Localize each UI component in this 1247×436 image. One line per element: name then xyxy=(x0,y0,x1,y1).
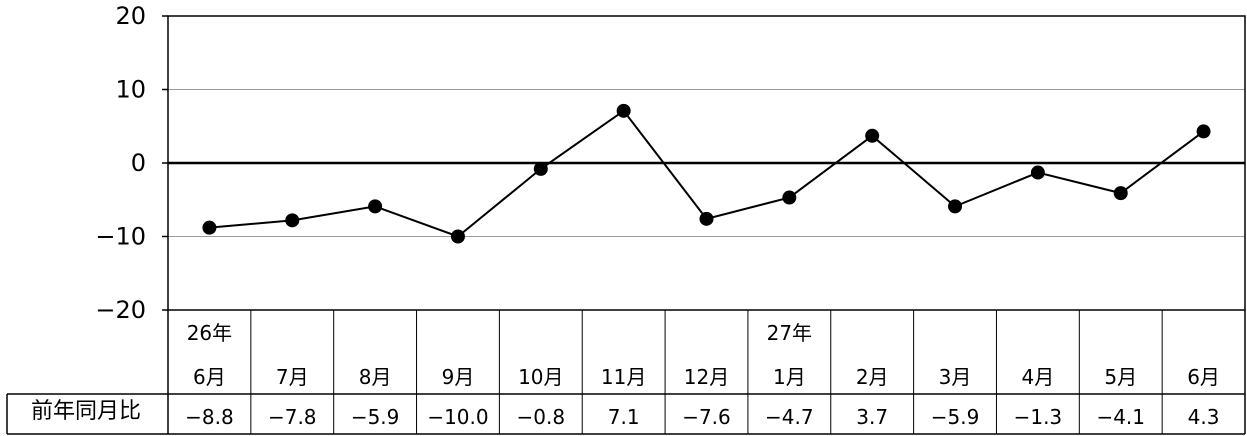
data-table: 26年 6月 −8.8 7月 −7.8 8月 −5.9 9月 −10.0 10月 −0.8 11月 7.… xyxy=(6,310,1246,435)
value-cell: −7.6 xyxy=(682,405,731,429)
category-month-label: 9月 xyxy=(442,365,475,389)
value-cell: 4.3 xyxy=(1188,405,1220,429)
y-axis: 20 10 0 −10 −20 xyxy=(95,2,168,324)
category-month-label: 1月 xyxy=(773,365,806,389)
category-month-label: 12月 xyxy=(684,365,729,389)
category-month-label: 2月 xyxy=(856,365,889,389)
category-month-label: 4月 xyxy=(1022,365,1055,389)
data-point xyxy=(1030,165,1045,180)
data-point xyxy=(533,161,548,176)
category-month-label: 6月 xyxy=(193,365,226,389)
series-line xyxy=(202,103,1211,244)
data-point xyxy=(450,229,465,244)
y-tick-label: 10 xyxy=(115,76,146,104)
value-cell: −8.8 xyxy=(185,405,234,429)
data-point xyxy=(1113,186,1128,201)
category-month-label: 7月 xyxy=(276,365,309,389)
category-year-label: 27年 xyxy=(767,321,812,345)
data-point xyxy=(285,213,300,228)
value-cell: −5.9 xyxy=(931,405,980,429)
value-cell: −4.7 xyxy=(765,405,814,429)
value-cell: −4.1 xyxy=(1096,405,1145,429)
data-point xyxy=(782,190,797,205)
y-tick-label: −20 xyxy=(95,296,146,324)
category-month-label: 10月 xyxy=(518,365,563,389)
value-cell: −5.9 xyxy=(351,405,400,429)
value-cell: −10.0 xyxy=(427,405,488,429)
category-month-label: 11月 xyxy=(601,365,646,389)
data-point xyxy=(616,103,631,118)
data-point xyxy=(948,199,963,214)
value-cell: −0.8 xyxy=(517,405,566,429)
row-label: 前年同月比 xyxy=(31,399,141,424)
data-point xyxy=(368,199,383,214)
value-cell: 7.1 xyxy=(608,405,640,429)
value-cell: −7.8 xyxy=(268,405,317,429)
category-month-label: 6月 xyxy=(1187,365,1220,389)
category-month-label: 8月 xyxy=(359,365,392,389)
category-month-label: 5月 xyxy=(1104,365,1137,389)
y-tick-label: 20 xyxy=(115,2,146,30)
data-point xyxy=(202,220,217,235)
y-tick-label: −10 xyxy=(95,223,146,251)
value-cell: −1.3 xyxy=(1014,405,1063,429)
data-point xyxy=(1196,124,1211,139)
data-point xyxy=(865,128,880,143)
gridlines xyxy=(167,15,1246,311)
data-point xyxy=(699,211,714,226)
category-year-label: 26年 xyxy=(187,321,232,345)
category-month-label: 3月 xyxy=(939,365,972,389)
value-cell: 3.7 xyxy=(856,405,888,429)
y-tick-label: 0 xyxy=(131,149,146,177)
